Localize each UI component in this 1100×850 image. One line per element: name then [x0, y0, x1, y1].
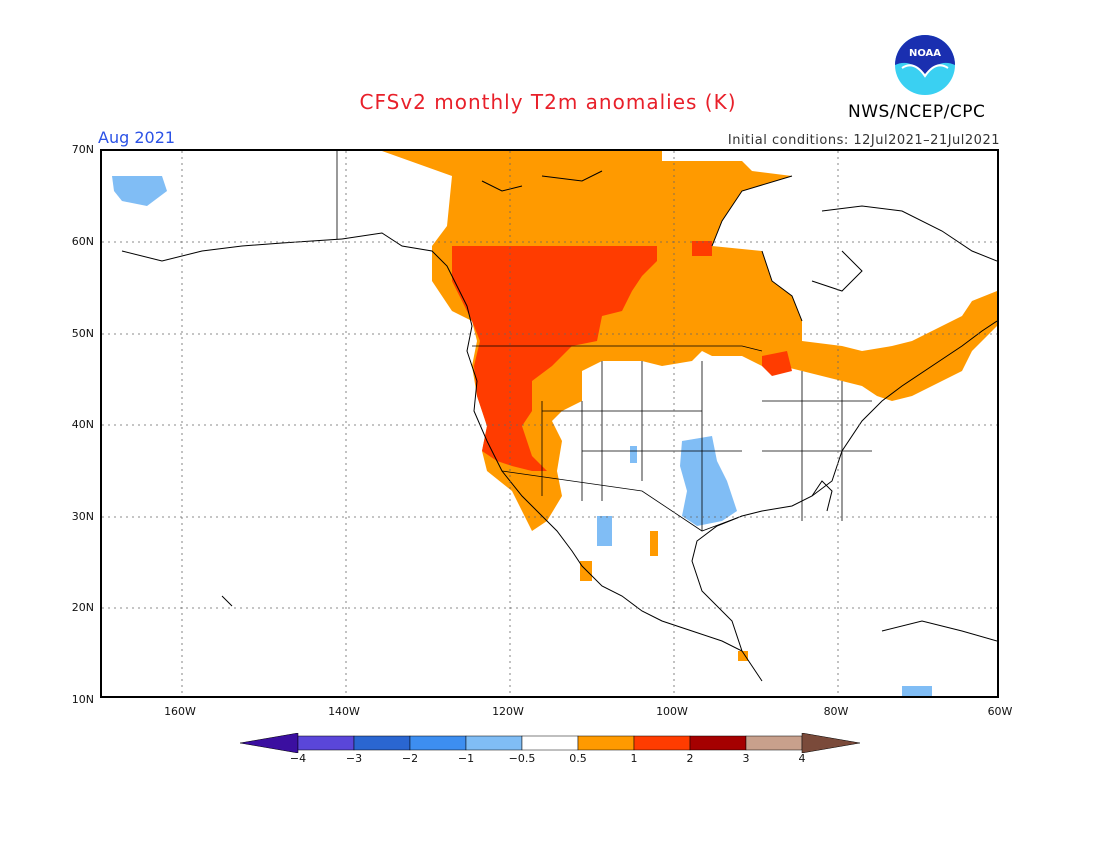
alaska-cool-region: [112, 176, 167, 206]
border-layer: [336, 151, 872, 532]
colorbar-label: 3: [742, 752, 750, 765]
lat-label: 60N: [71, 235, 94, 248]
lon-label: 60W: [987, 705, 1013, 718]
plains-cool-region: [680, 436, 737, 526]
colorbar-segment: [633, 735, 691, 751]
colorbar-label: −2: [401, 752, 419, 765]
colorbar-label: −1: [457, 752, 475, 765]
lon-label: 160W: [164, 705, 196, 718]
colorbar-label: 1: [630, 752, 638, 765]
cool-anomaly-layer: [112, 176, 932, 696]
mexico-cool-spot: [597, 516, 612, 546]
gridlines: [102, 151, 997, 696]
colorbar-segment: [353, 735, 411, 751]
colorbar-segment: [465, 735, 523, 751]
southwest-cool-spot: [630, 446, 637, 463]
colorbar-label: −3: [345, 752, 363, 765]
lat-label: 10N: [71, 693, 94, 706]
colorbar-segment: [521, 735, 579, 751]
hudson-strong-warm: [692, 241, 712, 256]
colorbar-label: 4: [798, 752, 806, 765]
lat-label: 70N: [71, 143, 94, 156]
colorbar-segment: [240, 733, 299, 753]
colorbar-label: 0.5: [569, 752, 587, 765]
strong-warm-layer: [452, 241, 792, 471]
west-strong-warm: [452, 246, 657, 471]
colorbar-label: −4: [289, 752, 307, 765]
coastline-layer: [121, 170, 997, 682]
colorbar-label: −0.5: [508, 752, 536, 765]
forecast-month: Aug 2021: [98, 128, 176, 147]
colorbar-segment: [297, 735, 355, 751]
noaa-logo: NOAA: [895, 35, 955, 95]
colorbar-segment: [745, 735, 803, 751]
lat-label: 20N: [71, 601, 94, 614]
colorbar-label: 2: [686, 752, 694, 765]
colorbar-segment: [801, 733, 860, 753]
lat-label: 40N: [71, 418, 94, 431]
yucatan-warm-spot: [738, 651, 748, 661]
colorbar-segment: [577, 735, 635, 751]
lon-label: 120W: [492, 705, 524, 718]
baja-warm-spot: [580, 561, 592, 581]
anomaly-map: [100, 149, 999, 698]
lat-label: 30N: [71, 510, 94, 523]
colorbar-segment: [409, 735, 467, 751]
colorbar-segment: [689, 735, 747, 751]
initial-conditions: Initial conditions: 12Jul2021–21Jul2021: [727, 133, 1000, 148]
lon-label: 80W: [823, 705, 849, 718]
agency-label: NWS/NCEP/CPC: [848, 102, 986, 122]
lat-label: 50N: [71, 327, 94, 340]
lon-label: 100W: [656, 705, 688, 718]
logo-text: NOAA: [909, 48, 941, 59]
map-canvas: [102, 151, 997, 696]
lon-label: 140W: [328, 705, 360, 718]
great-lakes-strong-warm: [762, 351, 792, 376]
caribbean-cool-spot: [902, 686, 932, 696]
mexico-warm-spot: [650, 531, 658, 556]
chart-title: CFSv2 monthly T2m anomalies (K): [359, 90, 737, 114]
colorbar: [240, 733, 860, 753]
